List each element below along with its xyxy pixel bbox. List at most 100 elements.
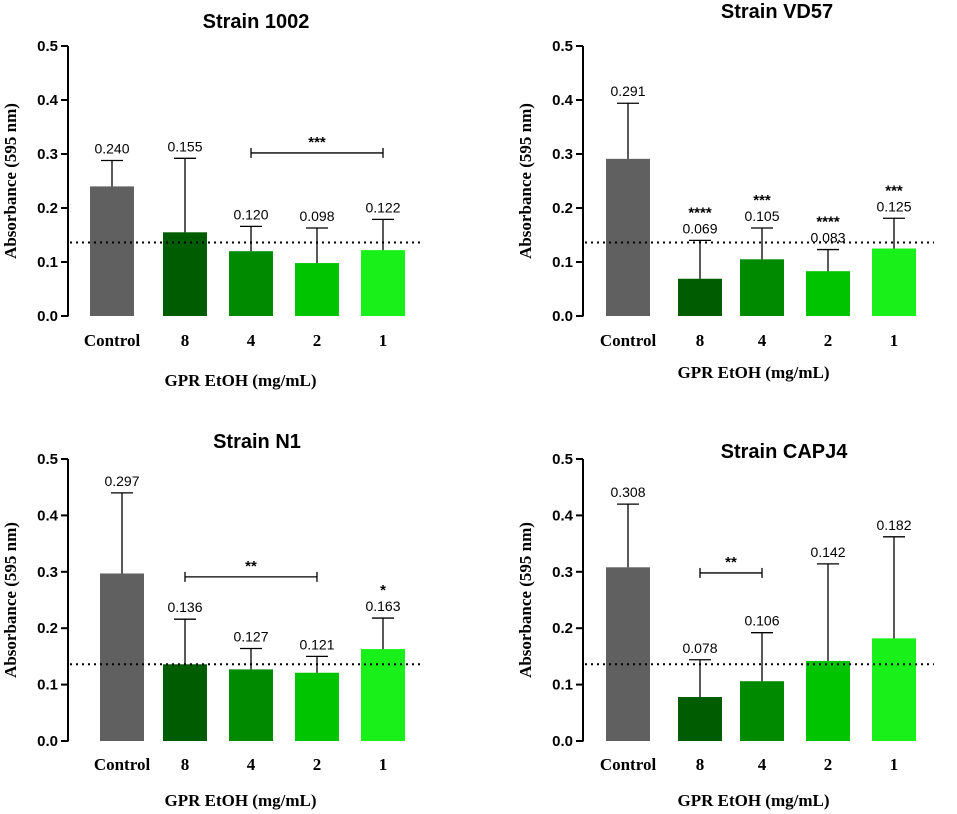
value-label: 0.069 <box>682 220 717 236</box>
value-label: 0.182 <box>876 517 911 533</box>
bar-1 <box>678 697 722 741</box>
chart-panel: Strain 1002 0.0 0.1 0.2 0.3 0.4 0.5 Absorbance … <box>1 11 423 390</box>
y-axis-label: Absorbance (595 nm) <box>1 103 20 259</box>
bar-3 <box>295 263 339 316</box>
value-label: 0.106 <box>744 613 779 629</box>
bracket-stars: ** <box>725 554 737 571</box>
bar-3 <box>806 660 850 741</box>
value-label: 0.240 <box>94 140 129 156</box>
bar-4 <box>872 638 916 741</box>
x-category-label: 1 <box>379 331 388 350</box>
y-tick-label: 0.0 <box>552 308 573 325</box>
x-category-label: 1 <box>890 331 899 350</box>
significance-stars: *** <box>753 192 771 209</box>
chart-title: Strain CAPJ4 <box>721 441 849 463</box>
value-label: 0.083 <box>810 230 845 246</box>
bracket-stars: *** <box>308 134 326 151</box>
x-axis-label: GPR EtOH (mg/mL) <box>677 791 829 810</box>
y-tick-label: 0.3 <box>552 146 573 163</box>
y-tick-label: 0.2 <box>552 200 573 217</box>
value-label: 0.078 <box>682 640 717 656</box>
y-tick-label: 0.3 <box>552 564 573 581</box>
bar-2 <box>229 251 273 316</box>
value-label: 0.120 <box>233 206 268 222</box>
value-label: 0.121 <box>299 636 334 652</box>
value-label: 0.291 <box>610 83 645 99</box>
x-category-label: 8 <box>181 331 190 350</box>
bar-0 <box>90 186 134 316</box>
chart-panel: Strain VD57 0.0 0.1 0.2 0.3 0.4 0.5 Absorbance … <box>516 1 934 382</box>
chart-title: Strain VD57 <box>721 1 833 23</box>
y-tick-label: 0.2 <box>37 200 58 217</box>
y-tick-label: 0.1 <box>552 254 573 271</box>
significance-stars: * <box>380 582 386 599</box>
value-label: 0.136 <box>167 599 202 615</box>
chart-panel: Strain CAPJ4 0.0 0.1 0.2 0.3 0.4 0.5 Absorbance… <box>516 441 934 810</box>
y-tick-label: 0.2 <box>37 620 58 637</box>
x-axis-label: GPR EtOH (mg/mL) <box>677 363 829 382</box>
bar-1 <box>678 278 722 316</box>
y-tick-label: 0.3 <box>37 146 58 163</box>
value-label: 0.297 <box>104 473 139 489</box>
bracket-stars: ** <box>245 558 257 575</box>
value-label: 0.155 <box>167 138 202 154</box>
y-tick-label: 0.5 <box>37 38 58 55</box>
bar-4 <box>872 248 916 316</box>
y-tick-label: 0.5 <box>37 451 58 468</box>
value-label: 0.098 <box>299 208 334 224</box>
value-label: 0.105 <box>744 208 779 224</box>
bar-4 <box>361 250 405 316</box>
x-category-label: 4 <box>247 331 256 350</box>
y-tick-label: 0.1 <box>552 677 573 694</box>
y-tick-label: 0.0 <box>37 308 58 325</box>
x-category-label: Control <box>94 755 151 774</box>
x-category-label: 4 <box>758 331 767 350</box>
x-category-label: 8 <box>696 755 705 774</box>
x-category-label: Control <box>84 331 141 350</box>
bar-1 <box>163 664 207 741</box>
value-label: 0.163 <box>365 598 400 614</box>
y-axis-label: Absorbance (595 nm) <box>516 522 535 678</box>
y-tick-label: 0.2 <box>552 620 573 637</box>
value-label: 0.142 <box>810 544 845 560</box>
y-axis-label: Absorbance (595 nm) <box>1 522 20 678</box>
y-tick-label: 0.3 <box>37 564 58 581</box>
chart-title: Strain 1002 <box>203 11 310 33</box>
significance-stars: **** <box>816 214 840 231</box>
x-category-label: 2 <box>824 331 833 350</box>
bar-1 <box>163 232 207 316</box>
y-tick-label: 0.1 <box>37 254 58 271</box>
y-tick-label: 0.0 <box>37 733 58 750</box>
chart-title: Strain N1 <box>213 431 301 453</box>
value-label: 0.125 <box>876 198 911 214</box>
x-category-label: 8 <box>181 755 190 774</box>
x-axis-label: GPR EtOH (mg/mL) <box>164 371 316 390</box>
y-axis-label: Absorbance (595 nm) <box>516 103 535 259</box>
y-tick-label: 0.0 <box>552 733 573 750</box>
y-tick-label: 0.5 <box>552 38 573 55</box>
x-category-label: 4 <box>758 755 767 774</box>
x-category-label: 4 <box>247 755 256 774</box>
x-category-label: 1 <box>379 755 388 774</box>
significance-stars: **** <box>688 204 712 221</box>
bar-3 <box>295 672 339 741</box>
x-category-label: 2 <box>824 755 833 774</box>
x-category-label: Control <box>600 755 657 774</box>
bar-0 <box>606 158 650 316</box>
value-label: 0.127 <box>233 629 268 645</box>
x-category-label: 2 <box>313 331 322 350</box>
x-category-label: 1 <box>890 755 899 774</box>
x-axis-label: GPR EtOH (mg/mL) <box>164 791 316 810</box>
chart-panel: Strain N1 0.0 0.1 0.2 0.3 0.4 0.5 Absorbance (5… <box>1 431 423 810</box>
bar-4 <box>361 649 405 741</box>
bar-3 <box>806 271 850 316</box>
bar-0 <box>100 573 144 741</box>
significance-stars: *** <box>885 182 903 199</box>
y-tick-label: 0.4 <box>552 92 574 109</box>
bar-2 <box>740 259 784 316</box>
bar-0 <box>606 567 650 741</box>
y-tick-label: 0.4 <box>37 507 59 524</box>
x-category-label: 2 <box>313 755 322 774</box>
y-tick-label: 0.4 <box>37 92 59 109</box>
